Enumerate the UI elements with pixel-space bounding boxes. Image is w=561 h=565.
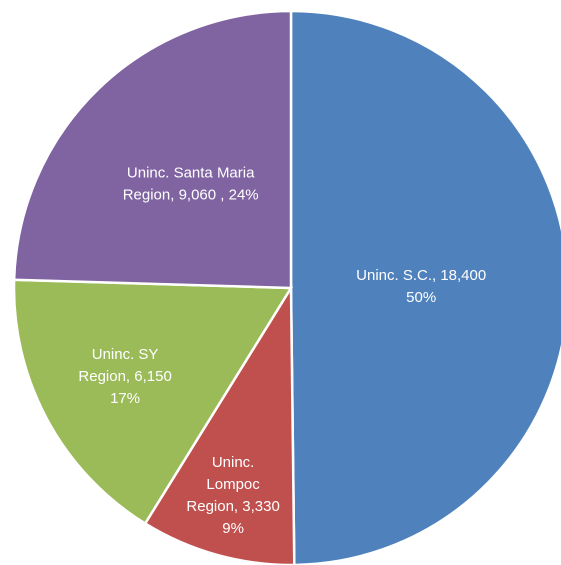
data-label: Lompoc	[206, 476, 260, 493]
data-label: Uninc. SY	[92, 346, 159, 363]
data-label: Uninc. Santa Maria	[127, 165, 255, 182]
data-label: 9%	[222, 520, 244, 537]
data-label: 50%	[406, 289, 436, 306]
data-label: Uninc.	[212, 454, 255, 471]
pie-slice	[12, 9, 293, 290]
data-label: Uninc. S.C., 18,400	[356, 267, 486, 284]
data-label: Region, 3,330	[186, 498, 279, 515]
pie-slice	[12, 278, 294, 526]
data-label: 17%	[110, 390, 140, 407]
data-label: Region, 9,060 , 24%	[123, 187, 259, 204]
pie-slice	[289, 9, 561, 565]
data-label: Region, 6,150	[78, 368, 171, 385]
